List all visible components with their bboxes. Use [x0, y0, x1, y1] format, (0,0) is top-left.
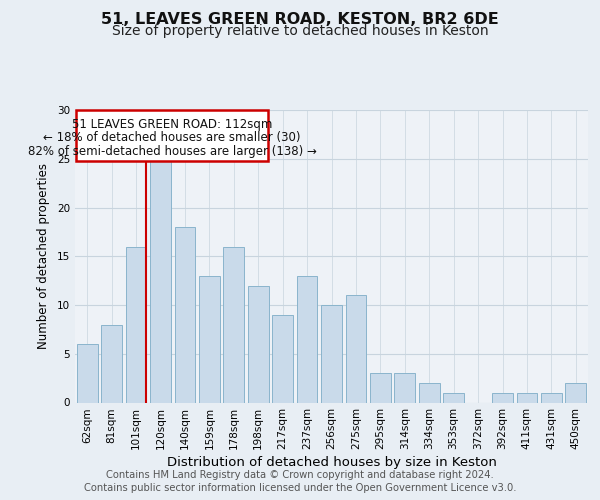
- Bar: [370, 373, 391, 402]
- Bar: [125, 246, 146, 402]
- Text: 51, LEAVES GREEN ROAD, KESTON, BR2 6DE: 51, LEAVES GREEN ROAD, KESTON, BR2 6DE: [101, 12, 499, 28]
- Text: Contains public sector information licensed under the Open Government Licence v3: Contains public sector information licen…: [84, 483, 516, 493]
- Bar: [150, 159, 171, 402]
- Bar: [394, 373, 415, 402]
- Bar: [419, 383, 440, 402]
- Text: Size of property relative to detached houses in Keston: Size of property relative to detached ho…: [112, 24, 488, 38]
- Bar: [101, 324, 122, 402]
- Bar: [321, 305, 342, 402]
- Text: Contains HM Land Registry data © Crown copyright and database right 2024.: Contains HM Land Registry data © Crown c…: [106, 470, 494, 480]
- Bar: [443, 393, 464, 402]
- Bar: [199, 276, 220, 402]
- X-axis label: Distribution of detached houses by size in Keston: Distribution of detached houses by size …: [167, 456, 496, 469]
- FancyBboxPatch shape: [76, 110, 268, 160]
- Text: 82% of semi-detached houses are larger (138) →: 82% of semi-detached houses are larger (…: [28, 145, 317, 158]
- Bar: [272, 315, 293, 402]
- Bar: [77, 344, 98, 403]
- Text: ← 18% of detached houses are smaller (30): ← 18% of detached houses are smaller (30…: [43, 132, 301, 144]
- Bar: [175, 227, 196, 402]
- Bar: [346, 295, 367, 403]
- Bar: [492, 393, 513, 402]
- Bar: [248, 286, 269, 403]
- Y-axis label: Number of detached properties: Number of detached properties: [37, 163, 50, 349]
- Bar: [517, 393, 538, 402]
- Bar: [565, 383, 586, 402]
- Bar: [541, 393, 562, 402]
- Bar: [223, 246, 244, 402]
- Bar: [296, 276, 317, 402]
- Text: 51 LEAVES GREEN ROAD: 112sqm: 51 LEAVES GREEN ROAD: 112sqm: [72, 118, 272, 131]
